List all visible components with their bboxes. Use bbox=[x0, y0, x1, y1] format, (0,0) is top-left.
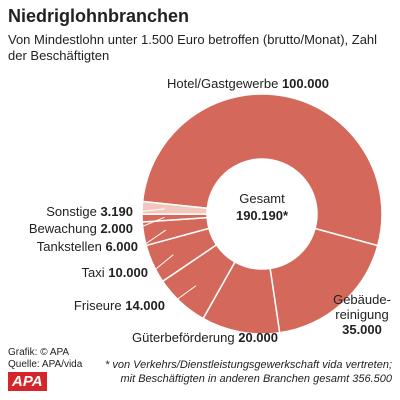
logo: APA bbox=[8, 372, 47, 391]
credit: Grafik: © APA bbox=[8, 347, 70, 358]
footnote-line: mit Beschäftigten in anderen Branchen ge… bbox=[120, 373, 392, 385]
category-name: Sonstige bbox=[46, 204, 97, 219]
donut-slice bbox=[141, 200, 209, 215]
slice-label: Bewachung 2.000 bbox=[29, 221, 133, 236]
slice-label: Gebäude- reinigung 35.000 bbox=[262, 292, 400, 337]
value-label: 6.000 bbox=[105, 239, 138, 254]
category-name: Friseure bbox=[73, 298, 122, 313]
leader-line bbox=[135, 216, 165, 230]
category-name: Güterbeförderung bbox=[131, 330, 235, 345]
chart-subtitle: Von Mindestlohn unter 1.500 Euro betroff… bbox=[8, 32, 378, 63]
category-name: Taxi bbox=[81, 265, 105, 280]
value-label: 100.000 bbox=[281, 76, 329, 91]
slice-label: Sonstige 3.190 bbox=[46, 204, 133, 219]
credits: Grafik: © APA Quelle: APA/vida bbox=[8, 347, 82, 371]
leader-line bbox=[150, 254, 174, 274]
category-name: Bewachung bbox=[28, 221, 97, 236]
credit: Quelle: APA/vida bbox=[8, 359, 83, 370]
center-value: 190.190* bbox=[235, 208, 289, 223]
leader-line bbox=[167, 285, 197, 307]
slice-label: Tankstellen 6.000 bbox=[37, 239, 138, 254]
center-text: Gesamt 190.190* bbox=[212, 190, 312, 224]
category-name: Tankstellen bbox=[36, 239, 102, 254]
slice-label: Güterbeförderung 20.000 bbox=[105, 330, 305, 345]
value-label: 10.000 bbox=[108, 265, 148, 280]
footnote: * von Verkehrs/Dienstleistungsgewerkscha… bbox=[105, 358, 392, 386]
donut-slice bbox=[269, 227, 379, 334]
leader-line bbox=[140, 229, 167, 248]
chart-title: Niedriglohnbranchen bbox=[8, 6, 190, 26]
value-label: 3.190 bbox=[100, 204, 133, 219]
leader-line bbox=[135, 208, 165, 213]
slice-label: Friseure 14.000 bbox=[74, 298, 165, 313]
category-name: Hotel/Gastgewerbe bbox=[167, 76, 279, 91]
center-label: Gesamt bbox=[239, 191, 285, 206]
value-label: 14.000 bbox=[125, 298, 165, 313]
value-label: 20.000 bbox=[238, 330, 278, 345]
value-label: 2.000 bbox=[100, 221, 133, 236]
slice-label: Taxi 10.000 bbox=[81, 265, 148, 280]
value-label: 35.000 bbox=[342, 322, 382, 337]
footnote-line: * von Verkehrs/Dienstleistungsgewerkscha… bbox=[105, 359, 392, 371]
slice-label: Hotel/Gastgewerbe 100.000 bbox=[148, 76, 348, 91]
category-name: Gebäude- reinigung bbox=[333, 292, 391, 322]
